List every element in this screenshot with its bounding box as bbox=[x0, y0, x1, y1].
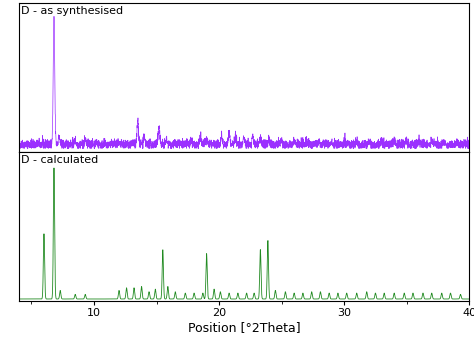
Text: D - calculated: D - calculated bbox=[21, 155, 99, 165]
Text: D - as synthesised: D - as synthesised bbox=[21, 6, 123, 16]
X-axis label: Position [°2Theta]: Position [°2Theta] bbox=[188, 321, 301, 334]
